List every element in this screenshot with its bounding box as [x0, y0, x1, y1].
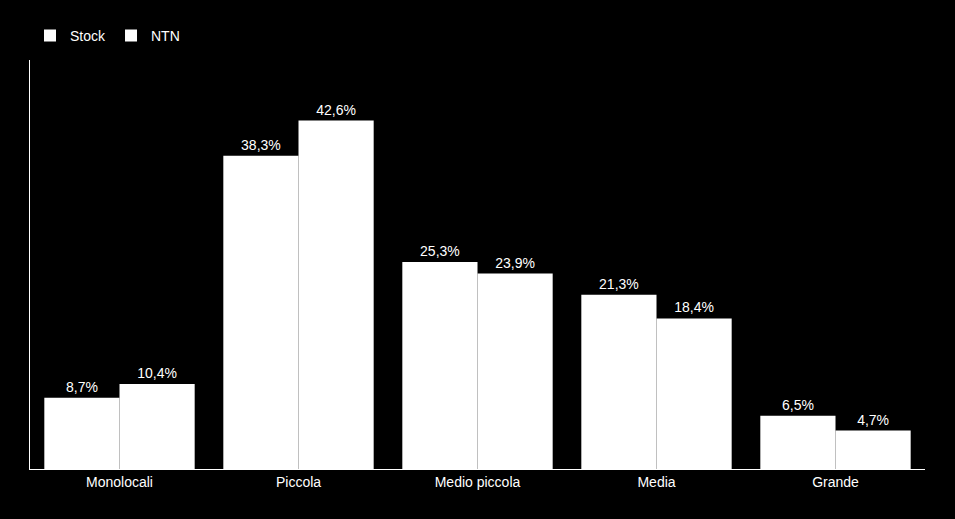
svg-text:23,9%: 23,9%: [495, 255, 535, 271]
svg-text:38,3%: 38,3%: [241, 137, 281, 153]
svg-text:21,3%: 21,3%: [599, 276, 639, 292]
svg-text:8,7%: 8,7%: [66, 379, 98, 395]
svg-text:4,7%: 4,7%: [857, 412, 889, 428]
svg-text:NTN: NTN: [151, 28, 180, 44]
svg-text:Monolocali: Monolocali: [86, 474, 153, 490]
svg-text:25,3%: 25,3%: [420, 243, 460, 259]
svg-text:Grande: Grande: [812, 474, 859, 490]
svg-text:Piccola: Piccola: [276, 474, 321, 490]
svg-text:Media: Media: [637, 474, 675, 490]
svg-text:10,4%: 10,4%: [137, 365, 177, 381]
svg-text:Medio piccola: Medio piccola: [435, 474, 521, 490]
svg-text:6,5%: 6,5%: [782, 397, 814, 413]
svg-text:42,6%: 42,6%: [316, 102, 356, 118]
svg-text:Stock: Stock: [70, 28, 106, 44]
svg-text:18,4%: 18,4%: [674, 299, 714, 315]
